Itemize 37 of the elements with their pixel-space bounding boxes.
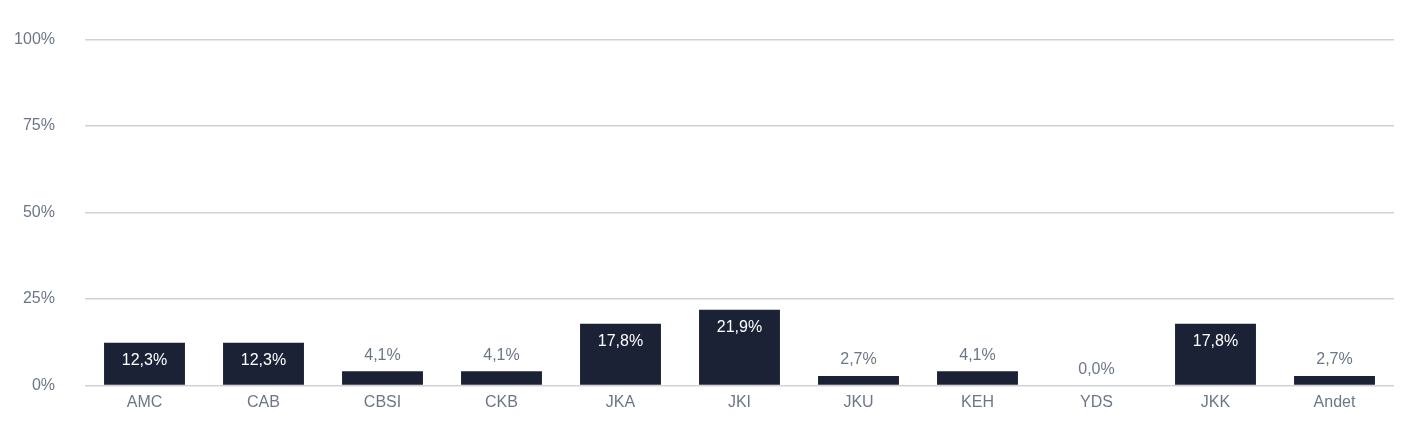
data-label: 4,1% xyxy=(483,345,520,363)
data-label: 17,8% xyxy=(1192,332,1239,350)
y-tick-label: 75% xyxy=(22,116,55,134)
data-label: 0,0% xyxy=(1078,359,1115,377)
x-tick-label: JKA xyxy=(605,393,636,411)
bar xyxy=(699,309,780,385)
x-tick-label: CKB xyxy=(485,393,518,411)
bar xyxy=(818,376,899,385)
bar xyxy=(580,323,661,385)
x-tick-label: JKI xyxy=(727,393,752,411)
bar xyxy=(1175,323,1256,385)
bar xyxy=(104,342,185,385)
x-tick-label: JKU xyxy=(843,393,874,411)
bar xyxy=(461,371,542,385)
data-label: 21,9% xyxy=(716,318,763,336)
data-label: 17,8% xyxy=(597,332,644,350)
data-label: 12,3% xyxy=(121,351,168,369)
y-tick-label: 100% xyxy=(14,30,55,48)
bar xyxy=(937,371,1018,385)
bar xyxy=(1294,376,1375,385)
x-tick-label: YDS xyxy=(1080,393,1113,411)
data-label: 2,7% xyxy=(1316,350,1353,368)
x-tick-label: Andet xyxy=(1313,393,1356,411)
data-label: 12,3% xyxy=(240,351,287,369)
x-tick-label: JKK xyxy=(1200,393,1231,411)
y-tick-label: 0% xyxy=(31,375,55,393)
bar xyxy=(223,342,304,385)
x-tick-label: KEH xyxy=(961,393,994,411)
data-label: 4,1% xyxy=(364,345,401,363)
bar xyxy=(342,371,423,385)
data-label: 4,1% xyxy=(959,345,996,363)
x-tick-label: AMC xyxy=(126,393,163,411)
x-tick-label: CBSI xyxy=(363,393,402,411)
y-tick-label: 25% xyxy=(22,289,55,307)
x-tick-label: CAB xyxy=(247,393,280,411)
data-label: 2,7% xyxy=(840,350,877,368)
y-tick-label: 50% xyxy=(22,202,55,220)
